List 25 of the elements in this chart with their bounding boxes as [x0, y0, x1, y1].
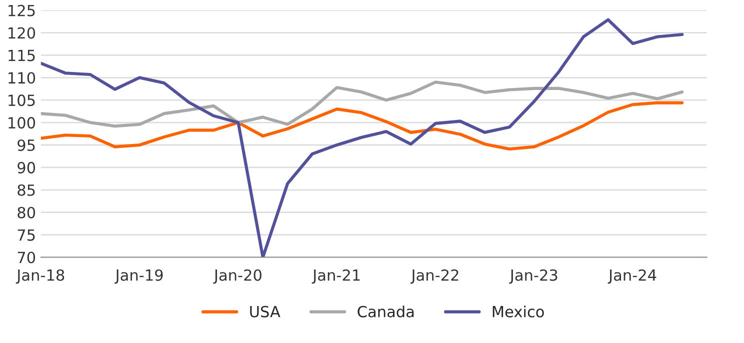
y-tick-label: 120 [8, 27, 36, 39]
x-tick-label: Jan-19 [114, 269, 163, 284]
y-tick-label: 95 [18, 139, 35, 152]
y-tick-label: 115 [8, 50, 35, 62]
y-tick-label: 80 [18, 206, 36, 218]
y-tick-label: 105 [8, 94, 35, 106]
y-tick-label: 90 [18, 162, 36, 174]
y-tick-label: 100 [8, 117, 36, 129]
y-tick-label: 75 [18, 229, 35, 241]
x-tick-label: Jan-22 [410, 269, 458, 284]
legend-label: Mexico [492, 306, 544, 318]
y-tick-label: 85 [18, 184, 35, 196]
line-series [40, 101, 684, 151]
x-tick-label: Jan-24 [608, 269, 656, 284]
y-tick-label: 70 [18, 252, 36, 264]
x-tick-label: Jan-20 [213, 269, 262, 284]
x-tick-label: Jan-21 [312, 269, 360, 284]
x-tick-label: Jan-23 [509, 269, 558, 284]
y-tick-label: 110 [8, 72, 36, 84]
y-tick-label: 125 [8, 4, 35, 16]
x-tick-label: Jan-18 [16, 269, 64, 284]
line-series [40, 18, 684, 258]
legend-label: USA [250, 306, 280, 318]
line-series [40, 80, 684, 128]
legend-label: Canada [358, 306, 414, 318]
